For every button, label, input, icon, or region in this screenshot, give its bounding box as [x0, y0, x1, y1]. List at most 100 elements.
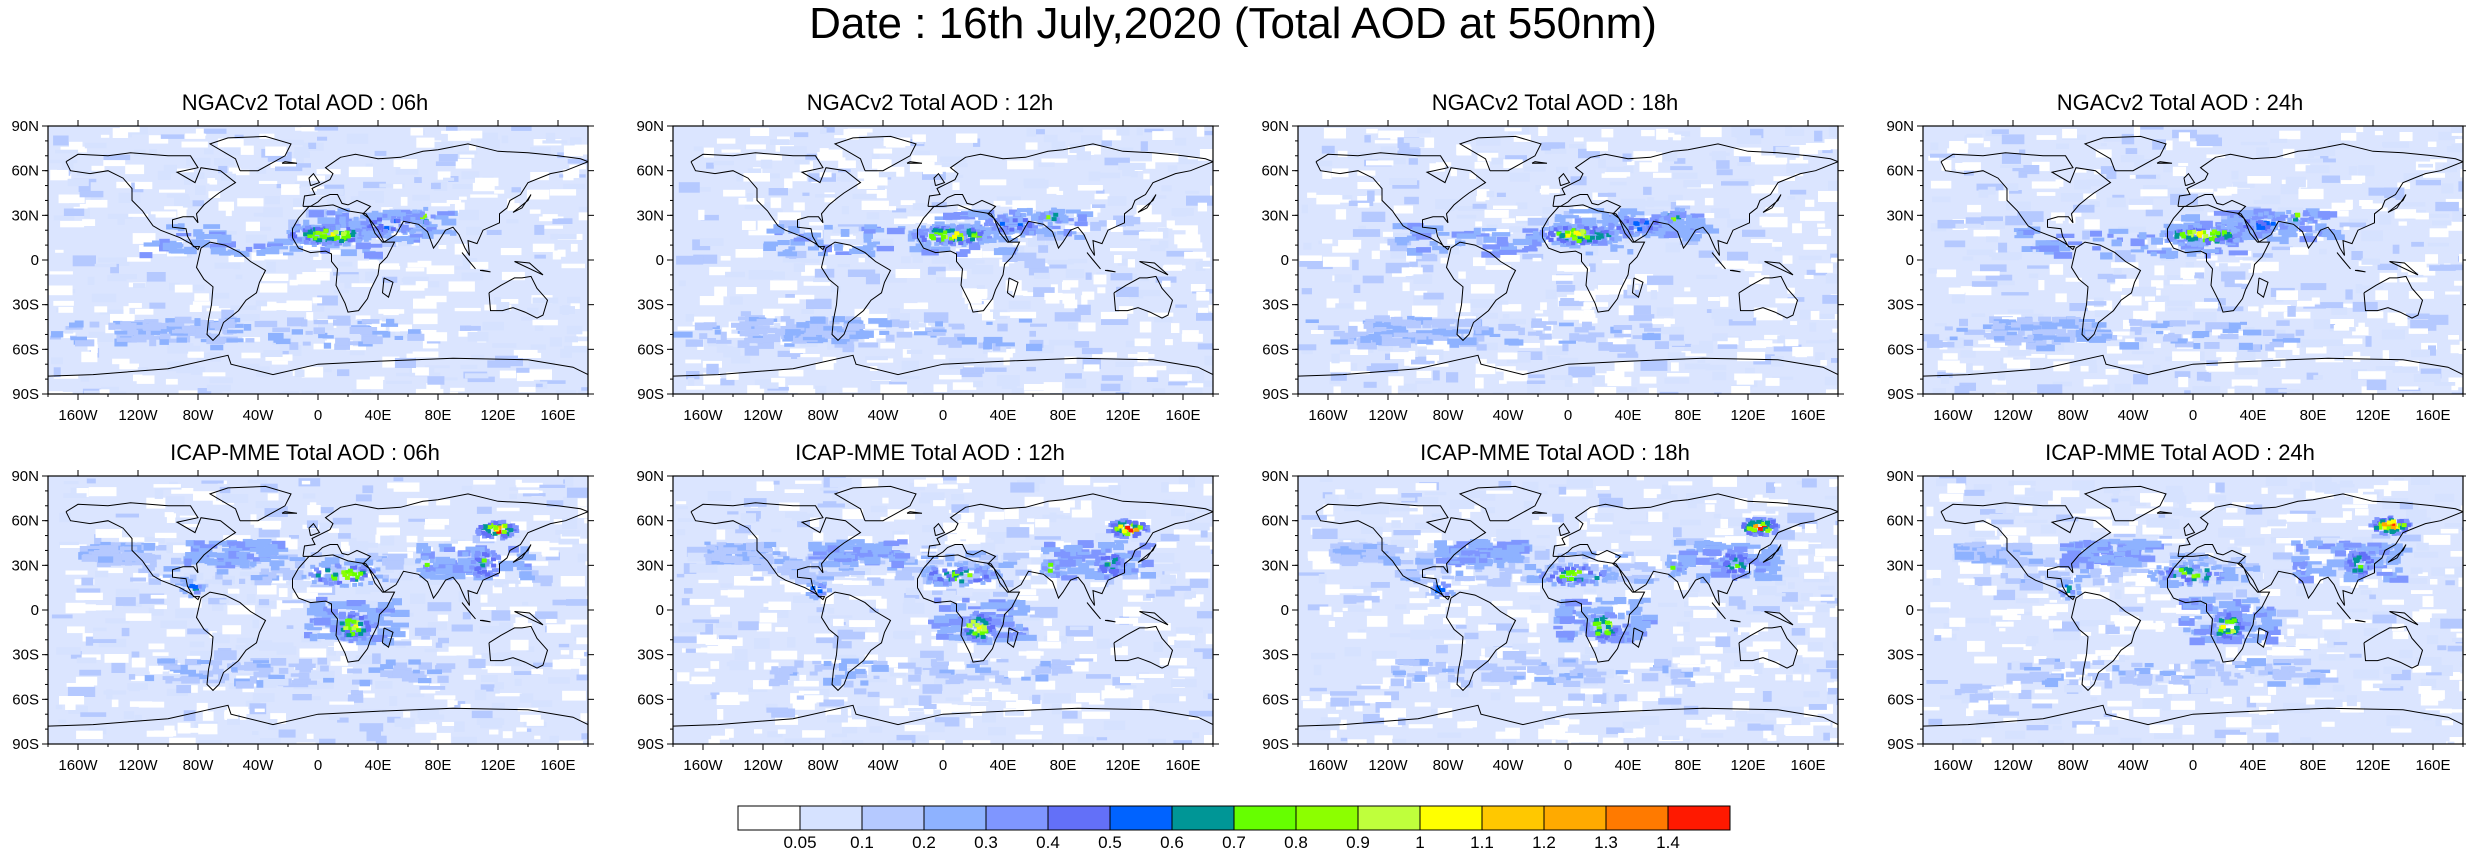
lon-tick-label: 0 [2189, 757, 2197, 774]
lon-tick-label: 80W [2058, 757, 2090, 774]
coastline [917, 554, 1021, 663]
coastline [2389, 611, 2419, 626]
coastline [833, 485, 917, 522]
lat-tick-label: 0 [1906, 602, 1914, 619]
coastline [1940, 502, 2112, 601]
lon-tick-label: 40W [2118, 757, 2150, 774]
lon-tick-label: 160W [1308, 757, 1348, 774]
lat-tick-label: 60N [11, 163, 39, 180]
coastline [512, 544, 532, 563]
coastline [1738, 625, 1799, 669]
coastline [1631, 277, 1644, 299]
lat-tick-label: 30S [12, 297, 39, 314]
map-panel-icap-12h: ICAP-MME Total AOD : 12h 90N 60N 30N 0 30S 60… [636, 440, 1220, 790]
lat-tick-label: 0 [1281, 252, 1289, 269]
colorbar: 0.05 0.1 0.2 0.3 0.4 0.5 0.6 0.7 0.8 0.9 1 1.1 1.2 1.… [737, 805, 1731, 852]
lat-tick-label: 30N [636, 557, 664, 574]
map-panel-ngacv2-24h: NGACv2 Total AOD : 24h 90N 60N 30N 0 30S 60S 9… [1886, 90, 2466, 440]
lat-tick-label: 90N [636, 118, 664, 135]
coastline [2083, 485, 2167, 522]
coastline [2167, 554, 2271, 663]
panel-title: ICAP-MME Total AOD : 06h [170, 440, 440, 465]
colorbar-label: 0.3 [974, 833, 998, 852]
lat-tick-label: 90S [1887, 386, 1914, 403]
lon-tick-label: 120W [1993, 407, 2033, 424]
colorbar-label: 1 [1415, 833, 1424, 852]
coastline [1298, 704, 1838, 727]
coastline [1113, 625, 1174, 669]
coastline [820, 241, 892, 342]
colorbar-label: 0.8 [1284, 833, 1308, 852]
coastline [1137, 194, 1157, 213]
map-panel-ngacv2-18h: NGACv2 Total AOD : 18h 90N 60N 30N 0 30S 60S 9… [1261, 90, 1845, 440]
colorbar-label: 1.1 [1470, 833, 1494, 852]
coastline [1458, 135, 1542, 172]
lon-tick-label: 40E [990, 407, 1017, 424]
lon-tick-label: 40W [1493, 407, 1525, 424]
lat-tick-label: 0 [31, 602, 39, 619]
colorbar-swatch [1295, 805, 1359, 831]
coastline [479, 619, 491, 623]
lon-tick-label: 0 [939, 757, 947, 774]
map-plot: 90N 60N 30N 0 30S 60S 90S 160W 120W 80W 40W 0 40E 80E… [11, 118, 594, 424]
lat-tick-label: 30N [1261, 207, 1289, 224]
lat-tick-label: 90S [637, 386, 664, 403]
coastline [927, 493, 1213, 606]
colorbar-swatch [737, 805, 801, 831]
coastline [1711, 252, 1726, 270]
coastline [2387, 194, 2407, 213]
lon-tick-label: 120E [2355, 757, 2390, 774]
colorbar-swatch [923, 805, 987, 831]
coastline [1729, 269, 1741, 273]
colorbar-swatch [1667, 805, 1731, 831]
lon-tick-label: 160W [1933, 757, 1973, 774]
coastline [1552, 493, 1838, 606]
colorbar-swatch [985, 805, 1049, 831]
colorbar-swatch [1109, 805, 1173, 831]
lat-tick-label: 60N [636, 163, 664, 180]
panel-title: NGACv2 Total AOD : 12h [806, 90, 1054, 115]
coastline [48, 704, 588, 727]
coastline [281, 161, 298, 164]
colorbar-swatch [1481, 805, 1545, 831]
coastline [1139, 611, 1169, 626]
lat-tick-label: 60N [1261, 513, 1289, 530]
lon-tick-label: 160W [58, 757, 98, 774]
map-plot: 90N 60N 30N 0 30S 60S 90S 160W 120W 80W 40W 0 40E 80E… [1261, 118, 1844, 424]
coastline [2387, 544, 2407, 563]
lon-tick-label: 40E [2240, 407, 2267, 424]
lon-tick-label: 160E [1790, 757, 1825, 774]
lat-tick-label: 90S [1887, 736, 1914, 753]
coastline [1542, 204, 1646, 313]
colorbar-label: 1.3 [1594, 833, 1618, 852]
coastline [308, 522, 321, 537]
coastline [514, 261, 544, 276]
lon-tick-label: 120E [1105, 757, 1140, 774]
lon-tick-label: 40W [243, 757, 275, 774]
lat-tick-label: 30S [12, 647, 39, 664]
colorbar-swatch [1171, 805, 1235, 831]
lat-tick-label: 60N [636, 513, 664, 530]
map-plot: 90N 60N 30N 0 30S 60S 90S 160W 120W 80W 40W 0 40E 80E… [636, 118, 1219, 424]
lon-tick-label: 80W [808, 407, 840, 424]
coastline [690, 152, 862, 251]
coastline [381, 277, 394, 299]
coastline [906, 511, 923, 514]
lon-tick-label: 120E [1730, 407, 1765, 424]
coastline [1552, 143, 1838, 256]
map-panel-icap-24h: ICAP-MME Total AOD : 24h 90N 60N 30N 0 30S 60… [1886, 440, 2466, 790]
coastline [1113, 275, 1174, 319]
coastline [1315, 152, 1487, 251]
coastline [2156, 511, 2173, 514]
coastline [2256, 277, 2269, 299]
lon-tick-label: 160W [1308, 407, 1348, 424]
lat-tick-label: 30N [1886, 207, 1914, 224]
lon-tick-label: 0 [314, 407, 322, 424]
map-plot: 90N 60N 30N 0 30S 60S 90S 160W 120W 80W 40W 0 40E 80E… [1886, 468, 2466, 774]
colorbar-swatch [1233, 805, 1297, 831]
coastline [2183, 522, 2196, 537]
map-panel-icap-18h: ICAP-MME Total AOD : 18h 90N 60N 30N 0 30S 60… [1261, 440, 1845, 790]
coastline [2336, 252, 2351, 270]
lat-tick-label: 60S [1262, 341, 1289, 358]
lon-tick-label: 40E [2240, 757, 2267, 774]
